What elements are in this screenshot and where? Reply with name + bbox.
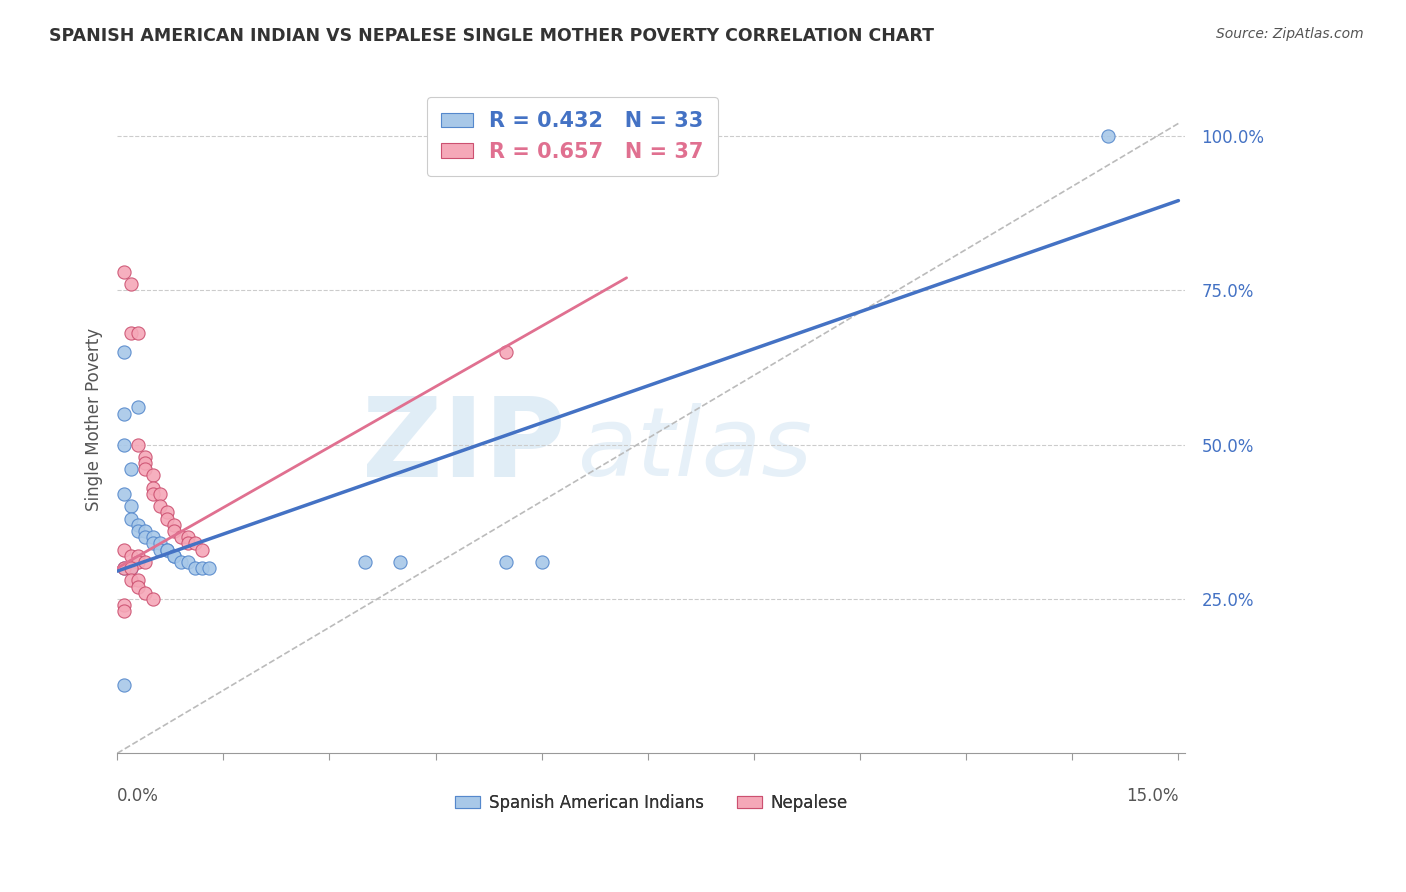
Point (134, 530, 156, 544)
Point (127, 517, 149, 532)
Point (142, 481, 165, 495)
Point (156, 506, 179, 520)
Point (127, 580, 149, 594)
Point (149, 500, 172, 514)
Point (134, 555, 156, 569)
Point (120, 462, 142, 476)
Point (142, 591, 165, 606)
Point (163, 549, 186, 563)
Point (112, 678, 135, 692)
Point (120, 561, 142, 575)
Point (1097, 128, 1119, 143)
Point (495, 345, 517, 359)
Point (353, 555, 375, 569)
Point (127, 437, 149, 451)
Point (127, 401, 149, 415)
Point (184, 561, 207, 575)
Point (120, 549, 142, 563)
Point (134, 586, 156, 600)
Point (149, 536, 172, 550)
Point (142, 487, 165, 501)
Point (120, 561, 142, 575)
Point (170, 530, 193, 544)
Point (134, 456, 156, 470)
Point (127, 524, 149, 538)
Point (134, 450, 156, 464)
Point (112, 598, 135, 612)
Point (184, 536, 207, 550)
Point (389, 555, 412, 569)
Point (163, 517, 186, 532)
Point (177, 530, 200, 544)
Point (156, 542, 179, 557)
Point (495, 555, 517, 569)
Text: SPANISH AMERICAN INDIAN VS NEPALESE SINGLE MOTHER POVERTY CORRELATION CHART: SPANISH AMERICAN INDIAN VS NEPALESE SING… (49, 27, 934, 45)
Point (127, 326, 149, 341)
Text: 15.0%: 15.0% (1126, 787, 1178, 805)
Point (198, 561, 221, 575)
Point (112, 437, 135, 451)
Point (177, 536, 200, 550)
Point (142, 536, 165, 550)
Point (127, 555, 149, 569)
Text: Source: ZipAtlas.com: Source: ZipAtlas.com (1216, 27, 1364, 41)
Point (163, 524, 186, 538)
Text: atlas: atlas (576, 403, 811, 496)
Point (177, 555, 200, 569)
Point (163, 549, 186, 563)
Point (156, 511, 179, 525)
Point (112, 561, 135, 575)
Point (127, 574, 149, 588)
Point (112, 265, 135, 279)
Point (156, 542, 179, 557)
Legend: Spanish American Indians, Nepalese: Spanish American Indians, Nepalese (449, 787, 853, 818)
Point (191, 561, 214, 575)
Point (112, 604, 135, 618)
Text: ZIP: ZIP (363, 393, 565, 500)
Point (170, 555, 193, 569)
Point (112, 561, 135, 575)
Point (134, 524, 156, 538)
Y-axis label: Single Mother Poverty: Single Mother Poverty (86, 328, 103, 511)
Point (112, 542, 135, 557)
Text: 0.0%: 0.0% (117, 787, 159, 805)
Point (112, 407, 135, 421)
Point (530, 555, 553, 569)
Point (120, 277, 142, 291)
Point (142, 468, 165, 483)
Point (112, 345, 135, 359)
Point (120, 500, 142, 514)
Point (120, 326, 142, 341)
Point (149, 542, 172, 557)
Point (112, 487, 135, 501)
Point (149, 487, 172, 501)
Point (120, 574, 142, 588)
Point (127, 549, 149, 563)
Point (134, 462, 156, 476)
Point (191, 542, 214, 557)
Point (142, 530, 165, 544)
Point (120, 511, 142, 525)
